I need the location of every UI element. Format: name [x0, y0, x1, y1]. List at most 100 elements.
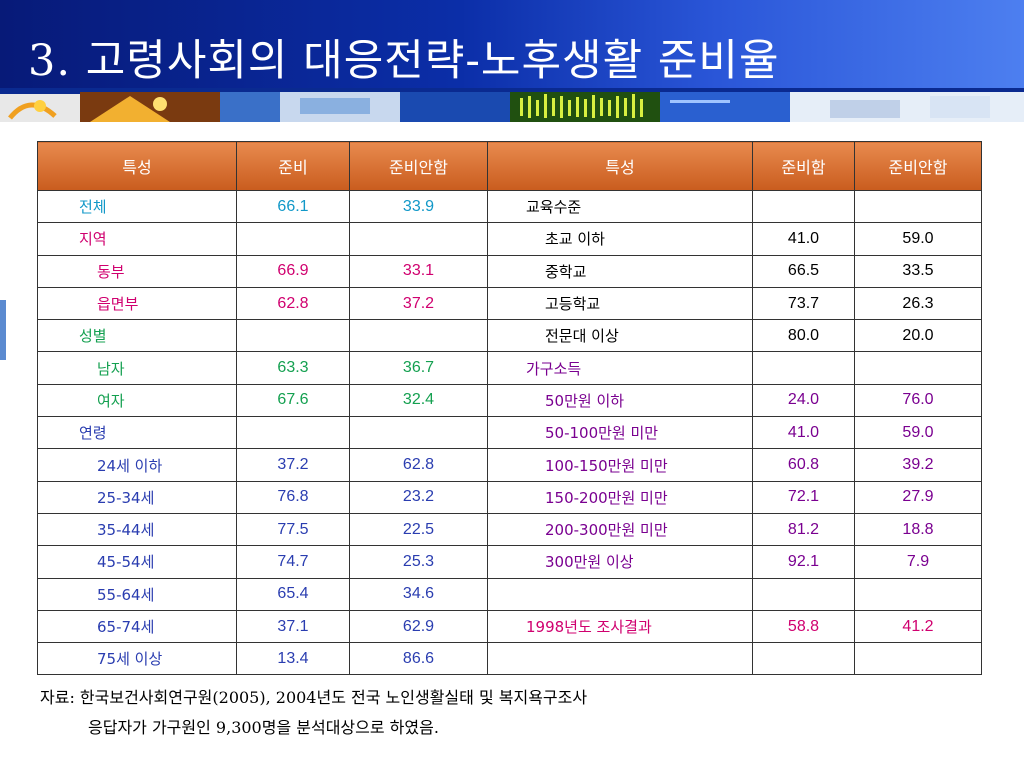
left-prepared-cell: 77.5 [236, 512, 350, 547]
left-prepared-cell [236, 222, 350, 256]
left-not-prepared-cell: 86.6 [349, 642, 488, 676]
header-prepared-right: 준비함 [752, 141, 855, 191]
left-trait-cell: 45-54세 [37, 545, 237, 579]
table-body: 전체 66.1 33.9 교육수준 지역 초교 이하 41.0 59.0 동부 66.9 33.1 중… [37, 189, 982, 676]
header-trait-left: 특성 [37, 141, 237, 191]
right-prepared-cell: 41.0 [752, 416, 855, 450]
left-prepared-cell: 67.6 [236, 383, 350, 418]
left-trait-cell: 65-74세 [37, 609, 237, 644]
right-not-prepared-cell: 27.9 [854, 480, 982, 514]
right-trait-cell: 고등학교 [487, 286, 753, 321]
header-prepared-left: 준비 [236, 141, 350, 191]
prep-rate-table-container: 특성 준비 준비안함 특성 준비함 준비안함 전체 66.1 33.9 교육수준 지역 초… [37, 141, 982, 676]
table-row: 65-74세 37.1 62.9 1998년도 조사결과 58.8 41.2 [37, 609, 982, 644]
left-prepared-cell [236, 416, 350, 450]
table-row: 25-34세 76.8 23.2 150-200만원 미만 72.1 27.9 [37, 480, 982, 514]
right-trait-cell: 100-150만원 미만 [487, 448, 753, 482]
table-row: 성별 전문대 이상 80.0 20.0 [37, 319, 982, 353]
left-trait-cell: 지역 [37, 222, 237, 256]
right-prepared-cell: 66.5 [752, 254, 855, 288]
left-trait-cell: 55-64세 [37, 577, 237, 611]
table-row: 전체 66.1 33.9 교육수준 [37, 189, 982, 224]
left-prepared-cell: 74.7 [236, 545, 350, 579]
right-not-prepared-cell: 41.2 [854, 609, 982, 644]
left-trait-cell: 75세 이상 [37, 642, 237, 676]
left-not-prepared-cell: 23.2 [349, 480, 488, 514]
right-trait-cell: 가구소득 [487, 351, 753, 385]
right-trait-cell: 전문대 이상 [487, 319, 753, 353]
header-trait-right: 특성 [487, 141, 753, 191]
left-trait-cell: 남자 [37, 351, 237, 385]
left-not-prepared-cell: 62.8 [349, 448, 488, 482]
left-not-prepared-cell: 62.9 [349, 609, 488, 644]
left-trait-cell: 전체 [37, 189, 237, 224]
left-trait-cell: 읍면부 [37, 286, 237, 321]
table-row: 지역 초교 이하 41.0 59.0 [37, 222, 982, 256]
right-not-prepared-cell: 59.0 [854, 222, 982, 256]
right-not-prepared-cell: 39.2 [854, 448, 982, 482]
header-decoration [0, 88, 1024, 122]
left-prepared-cell [236, 319, 350, 353]
left-trait-cell: 35-44세 [37, 512, 237, 547]
right-trait-cell: 150-200만원 미만 [487, 480, 753, 514]
right-prepared-cell: 81.2 [752, 512, 855, 547]
slide-title: 3. 고령사회의 대응전략-노후생활 준비율 [28, 36, 780, 86]
left-not-prepared-cell: 36.7 [349, 351, 488, 385]
right-not-prepared-cell: 33.5 [854, 254, 982, 288]
right-prepared-cell: 24.0 [752, 383, 855, 418]
right-not-prepared-cell: 18.8 [854, 512, 982, 547]
left-edge-marker [0, 300, 6, 360]
left-prepared-cell: 66.1 [236, 189, 350, 224]
right-trait-cell: 중학교 [487, 254, 753, 288]
left-prepared-cell: 66.9 [236, 254, 350, 288]
right-prepared-cell: 60.8 [752, 448, 855, 482]
right-trait-cell: 교육수준 [487, 189, 753, 224]
right-prepared-cell: 73.7 [752, 286, 855, 321]
left-not-prepared-cell: 32.4 [349, 383, 488, 418]
table-row: 남자 63.3 36.7 가구소득 [37, 351, 982, 385]
right-not-prepared-cell [854, 351, 982, 385]
right-not-prepared-cell [854, 577, 982, 611]
right-trait-cell: 50-100만원 미만 [487, 416, 753, 450]
table-header-row: 특성 준비 준비안함 특성 준비함 준비안함 [37, 141, 982, 191]
table-row: 읍면부 62.8 37.2 고등학교 73.7 26.3 [37, 286, 982, 321]
left-prepared-cell: 62.8 [236, 286, 350, 321]
left-prepared-cell: 13.4 [236, 642, 350, 676]
left-prepared-cell: 37.2 [236, 448, 350, 482]
table-row: 55-64세 65.4 34.6 [37, 577, 982, 611]
left-prepared-cell: 76.8 [236, 480, 350, 514]
left-trait-cell: 24세 이하 [37, 448, 237, 482]
table-row: 45-54세 74.7 25.3 300만원 이상 92.1 7.9 [37, 545, 982, 579]
right-prepared-cell [752, 189, 855, 224]
left-prepared-cell: 37.1 [236, 609, 350, 644]
header-not-prepared-right: 준비안함 [854, 141, 982, 191]
header-not-prepared-left: 준비안함 [349, 141, 488, 191]
left-not-prepared-cell: 34.6 [349, 577, 488, 611]
right-not-prepared-cell: 26.3 [854, 286, 982, 321]
left-trait-cell: 성별 [37, 319, 237, 353]
right-prepared-cell: 80.0 [752, 319, 855, 353]
right-not-prepared-cell: 20.0 [854, 319, 982, 353]
source-line-1: 자료: 한국보건사회연구원(2005), 2004년도 전국 노인생활실태 및 … [40, 688, 588, 707]
left-trait-cell: 25-34세 [37, 480, 237, 514]
right-prepared-cell: 92.1 [752, 545, 855, 579]
source-note: 자료: 한국보건사회연구원(2005), 2004년도 전국 노인생활실태 및 … [40, 683, 587, 743]
right-prepared-cell: 72.1 [752, 480, 855, 514]
right-prepared-cell: 41.0 [752, 222, 855, 256]
left-not-prepared-cell: 33.1 [349, 254, 488, 288]
right-trait-cell [487, 577, 753, 611]
right-trait-cell: 200-300만원 미만 [487, 512, 753, 547]
prep-rate-table: 특성 준비 준비안함 특성 준비함 준비안함 전체 66.1 33.9 교육수준 지역 초… [37, 141, 982, 676]
left-trait-cell: 동부 [37, 254, 237, 288]
left-prepared-cell: 63.3 [236, 351, 350, 385]
right-not-prepared-cell: 76.0 [854, 383, 982, 418]
right-not-prepared-cell [854, 642, 982, 676]
right-prepared-cell: 58.8 [752, 609, 855, 644]
slide-header: 3. 고령사회의 대응전략-노후생활 준비율 [0, 0, 1024, 122]
table-row: 동부 66.9 33.1 중학교 66.5 33.5 [37, 254, 982, 288]
table-row: 여자 67.6 32.4 50만원 이하 24.0 76.0 [37, 383, 982, 418]
source-line-2: 응답자가 가구원인 9,300명을 분석대상으로 하였음. [88, 718, 439, 737]
left-not-prepared-cell: 33.9 [349, 189, 488, 224]
right-trait-cell: 1998년도 조사결과 [487, 609, 753, 644]
table-row: 24세 이하 37.2 62.8 100-150만원 미만 60.8 39.2 [37, 448, 982, 482]
